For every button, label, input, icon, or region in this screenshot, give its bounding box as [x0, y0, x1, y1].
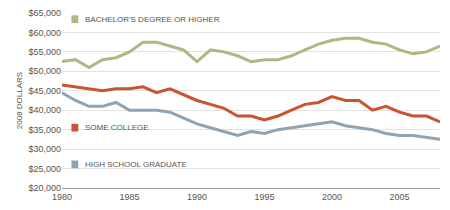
svg-text:1985: 1985 — [119, 192, 139, 202]
svg-text:2000: 2000 — [322, 192, 342, 202]
svg-text:1995: 1995 — [254, 192, 274, 202]
svg-text:BACHELOR'S DEGREE OR HIGHER: BACHELOR'S DEGREE OR HIGHER — [85, 15, 220, 24]
svg-text:$30,000: $30,000 — [28, 144, 61, 154]
svg-text:SOME COLLEGE: SOME COLLEGE — [85, 123, 149, 132]
svg-text:$35,000: $35,000 — [28, 125, 61, 135]
svg-text:2008 DOLLARS: 2008 DOLLARS — [15, 72, 24, 129]
svg-text:2005: 2005 — [389, 192, 409, 202]
svg-text:$60,000: $60,000 — [28, 28, 61, 38]
svg-text:1980: 1980 — [52, 192, 72, 202]
svg-text:$45,000: $45,000 — [28, 86, 61, 96]
svg-text:$40,000: $40,000 — [28, 105, 61, 115]
svg-text:$65,000: $65,000 — [28, 8, 61, 18]
svg-text:1990: 1990 — [187, 192, 207, 202]
svg-text:$20,000: $20,000 — [28, 183, 61, 193]
svg-text:$25,000: $25,000 — [28, 164, 61, 174]
svg-text:HIGH SCHOOL GRADUATE: HIGH SCHOOL GRADUATE — [85, 160, 187, 169]
svg-text:$55,000: $55,000 — [28, 47, 61, 57]
svg-text:$50,000: $50,000 — [28, 66, 61, 76]
